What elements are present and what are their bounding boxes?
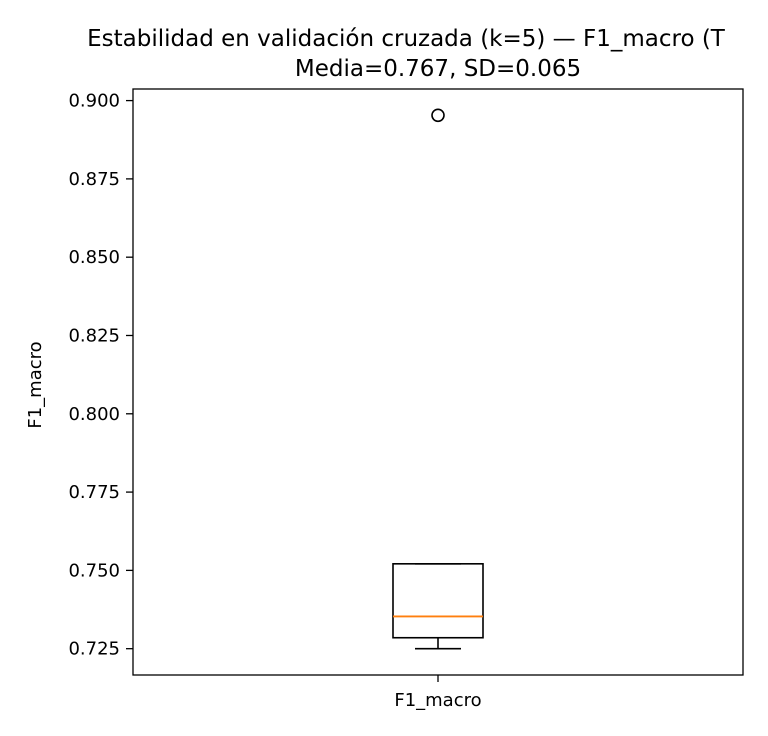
chart-title: Estabilidad en validación cruzada (k=5) … xyxy=(87,26,726,52)
chart-subtitle: Media=0.767, SD=0.065 xyxy=(295,56,581,82)
y-tick-label: 0.800 xyxy=(68,404,120,425)
plot-area: 0.725 0.750 0.775 0.800 0.825 0.850 0.875 0.900… xyxy=(68,88,744,711)
y-tick-label: 0.775 xyxy=(68,482,120,503)
y-tick-label: 0.725 xyxy=(68,639,120,660)
y-tick-label: 0.750 xyxy=(68,560,120,581)
y-tick-label: 0.850 xyxy=(68,247,120,268)
y-tick-label: 0.825 xyxy=(68,325,120,346)
y-tick-label: 0.875 xyxy=(68,169,120,190)
y-axis-label: F1_macro xyxy=(25,341,46,428)
y-tick-label: 0.900 xyxy=(68,91,120,112)
plot-frame xyxy=(132,88,744,676)
iqr-box xyxy=(392,563,484,639)
outlier-point xyxy=(431,108,445,123)
x-tick-label: F1_macro xyxy=(394,690,481,711)
